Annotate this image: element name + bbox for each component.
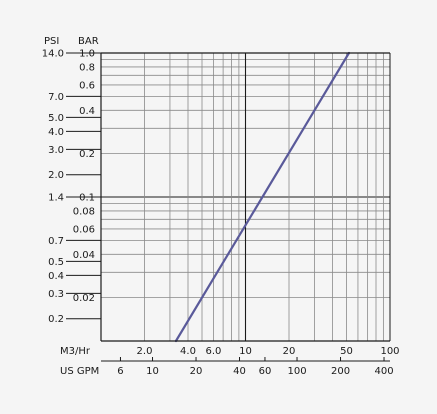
psi-unit-label: PSI (44, 36, 59, 47)
bar-tick-label: 0.02 (73, 293, 95, 304)
gpm-tick-label: 20 (190, 366, 203, 377)
m3hr-unit-label: M3/Hr (60, 346, 91, 357)
gpm-tick-label: 400 (374, 366, 393, 377)
psi-tick-label: 4.0 (48, 127, 64, 138)
gpm-tick-label: 60 (259, 366, 272, 377)
psi-tick-label: 0.4 (48, 271, 64, 282)
bar-tick-label: 0.06 (73, 224, 95, 235)
psi-tick-label: 0.2 (48, 314, 64, 325)
m3hr-axis: 2.0 4.0 6.0 10 20 50 100 (137, 346, 400, 357)
psi-tick-label: 5.0 (48, 113, 64, 124)
bar-axis: 1.0 0.8 0.6 0.4 0.2 0.1 0.08 0.06 0.04 0.02 (73, 49, 95, 305)
psi-tick-label: 2.0 (48, 170, 64, 181)
m3hr-tick-label: 10 (239, 346, 252, 357)
pressure-drop-line (174, 51, 351, 343)
m3hr-tick-label: 20 (283, 346, 296, 357)
psi-tick-label: 0.7 (48, 236, 64, 247)
gpm-tick-label: 10 (146, 366, 159, 377)
m3hr-tick-label: 4.0 (180, 346, 196, 357)
gpm-tick-label: 6 (117, 366, 123, 377)
bar-tick-label: 0.4 (79, 106, 95, 117)
gpm-axis: 6 10 20 40 60 100 200 400 (101, 357, 394, 377)
psi-tick-label: 1.4 (48, 193, 64, 204)
m3hr-tick-label: 6.0 (205, 346, 221, 357)
psi-axis: 14.0 7.0 5.0 4.0 3.0 2.0 1.4 0.7 0.5 0.4 0.3 0.2 (42, 49, 101, 325)
m3hr-tick-label: 50 (340, 346, 353, 357)
bar-tick-label: 0.2 (79, 149, 95, 160)
gpm-tick-label: 40 (233, 366, 246, 377)
psi-tick-label: 7.0 (48, 92, 64, 103)
bar-tick-label: 0.04 (73, 250, 95, 261)
gpm-tick-label: 100 (287, 366, 306, 377)
gpm-unit-label: US GPM (60, 366, 99, 377)
bar-tick-label: 1.0 (79, 49, 95, 60)
series-group (174, 51, 351, 343)
bar-unit-label: BAR (78, 36, 99, 47)
psi-tick-label: 0.5 (48, 257, 64, 268)
bar-tick-label: 0.6 (79, 80, 95, 91)
gpm-tick-label: 200 (331, 366, 350, 377)
bar-tick-label: 0.1 (79, 193, 95, 204)
bar-tick-label: 0.8 (79, 62, 95, 73)
m3hr-tick-label: 2.0 (137, 346, 153, 357)
bar-tick-label: 0.08 (73, 206, 95, 217)
psi-tick-label: 14.0 (42, 49, 64, 60)
psi-tick-label: 0.3 (48, 289, 64, 300)
psi-tick-label: 3.0 (48, 145, 64, 156)
grid (101, 52, 390, 341)
m3hr-tick-label: 100 (380, 346, 399, 357)
